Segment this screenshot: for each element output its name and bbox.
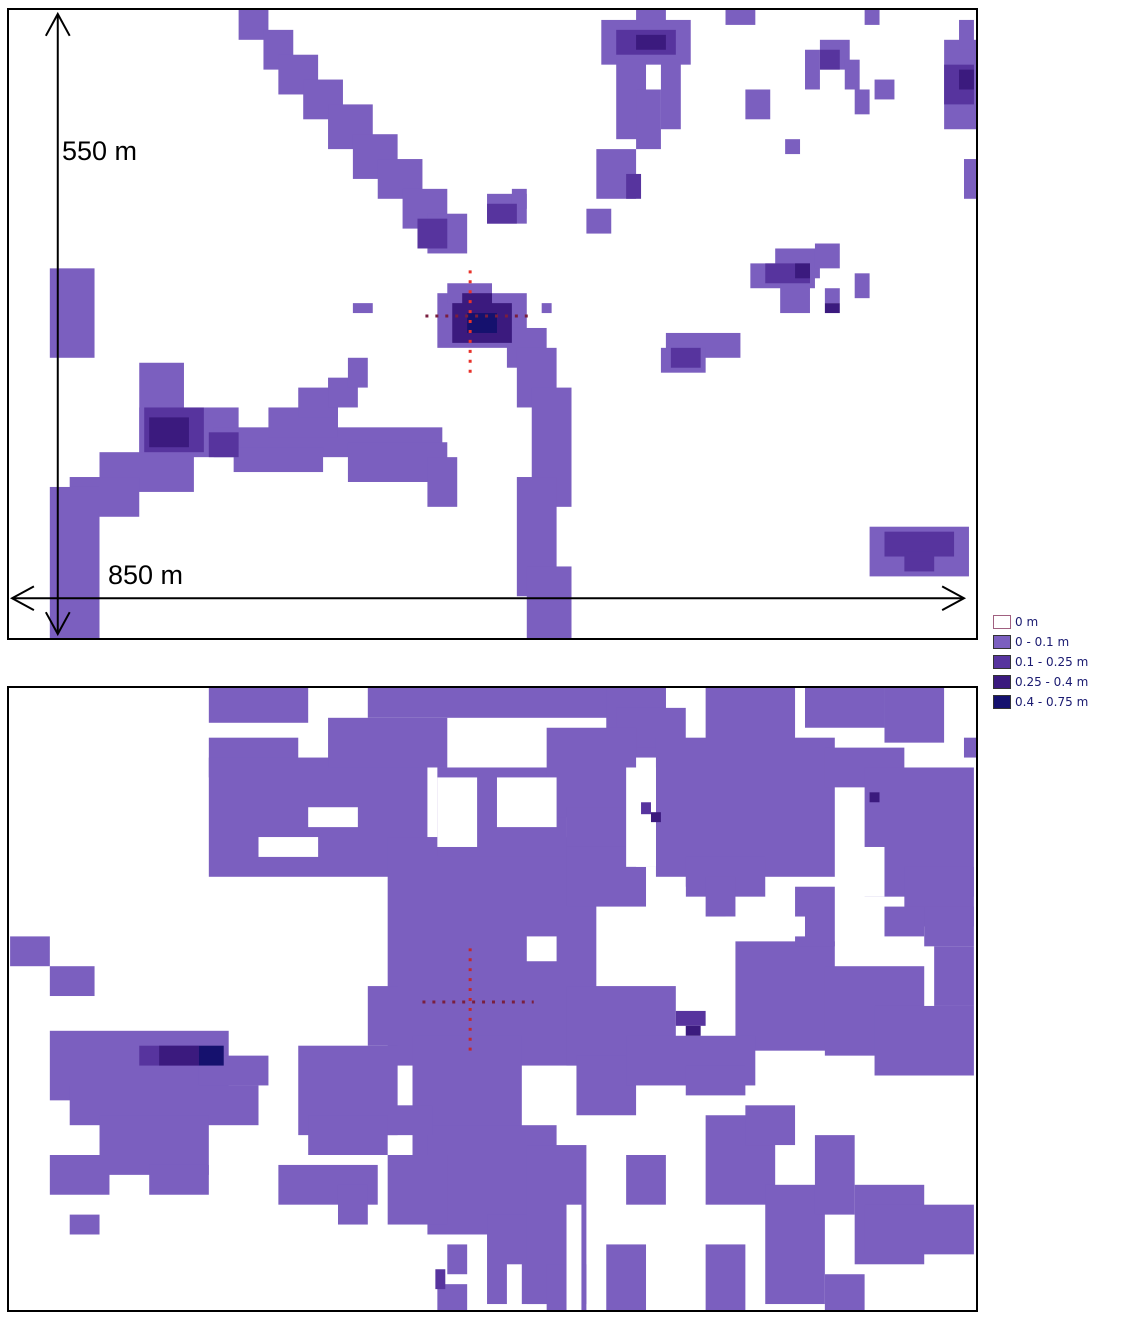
map-panel-bottom [7, 686, 978, 1312]
legend-swatch [993, 695, 1011, 709]
legend-item: 0.25 - 0.4 m [993, 672, 1088, 692]
legend-swatch [993, 635, 1011, 649]
legend-swatch [993, 615, 1011, 629]
depth-raster-top [9, 10, 976, 638]
legend-item: 0.4 - 0.75 m [993, 692, 1088, 712]
legend-label: 0.4 - 0.75 m [1015, 695, 1089, 709]
depth-raster-bottom [10, 688, 976, 1310]
legend-item: 0 m [993, 612, 1088, 632]
width-dimension-label: 850 m [108, 560, 184, 590]
legend-swatch [993, 675, 1011, 689]
map-panel-top [7, 8, 978, 640]
legend-label: 0 - 0.1 m [1015, 635, 1070, 649]
legend-label: 0.25 - 0.4 m [1015, 675, 1089, 689]
legend-item: 0 - 0.1 m [993, 632, 1088, 652]
legend-swatch [993, 655, 1011, 669]
dimension-arrows [9, 11, 967, 637]
height-dimension-label: 550 m [62, 136, 138, 166]
legend-label: 0.1 - 0.25 m [1015, 655, 1089, 669]
depth-legend: 0 m 0 - 0.1 m 0.1 - 0.25 m 0.25 - 0.4 m … [993, 612, 1088, 712]
legend-item: 0.1 - 0.25 m [993, 652, 1088, 672]
legend-label: 0 m [1015, 615, 1039, 629]
